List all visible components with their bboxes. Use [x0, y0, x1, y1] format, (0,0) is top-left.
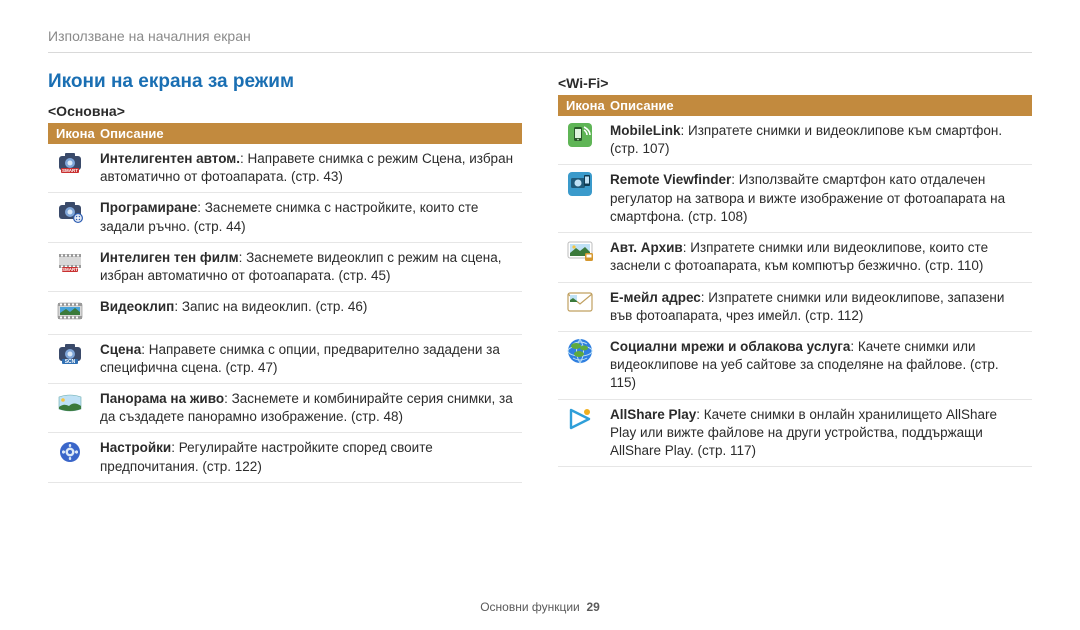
desc-cell: Интелиген тен филм: Заснемете видеоклип …: [92, 242, 522, 291]
icon-cell: [558, 331, 602, 399]
svg-text:SMART: SMART: [62, 168, 78, 173]
icon-cell: SMART: [48, 242, 92, 291]
desc-bold: Програмиране: [100, 200, 197, 215]
content-columns: Икони на екрана за режим <Основна> Икона…: [48, 71, 1032, 483]
table-row: Настройки: Регулирайте настройките споре…: [48, 433, 522, 482]
svg-text:SMART: SMART: [62, 267, 78, 272]
subtitle-wifi: <Wi-Fi>: [558, 75, 1032, 91]
desc-bold: Панорама на живо: [100, 391, 224, 406]
th-icon: Икона: [48, 123, 92, 144]
subtitle-basic: <Основна>: [48, 103, 522, 119]
desc-bold: Remote Viewfinder: [610, 172, 731, 187]
desc-bold: AllShare Play: [610, 407, 696, 422]
section-title: Икони на екрана за режим: [48, 71, 522, 93]
icon-cell: [558, 116, 602, 165]
breadcrumb: Използване на началния екран: [48, 28, 1032, 44]
column-wifi: <Wi-Fi> Икона Описание MobileLink: Изпра…: [558, 71, 1032, 483]
desc-cell: Remote Viewfinder: Използвайте смартфон …: [602, 165, 1032, 233]
table-wifi: Икона Описание MobileLink: Изпратете сни…: [558, 95, 1032, 467]
icon-cell: [558, 282, 602, 331]
icon-cell: [48, 193, 92, 242]
svg-text:SCN: SCN: [65, 359, 76, 365]
desc-cell: Панорама на живо: Заснемете и комбинирай…: [92, 383, 522, 432]
footer-label: Основни функции: [480, 600, 580, 614]
email-icon: [567, 289, 593, 315]
settings-gear-icon: [57, 439, 83, 465]
desc-cell: Интелигентен автом.: Направете снимка с …: [92, 144, 522, 193]
icon-cell: [558, 399, 602, 467]
movie-icon: [57, 298, 83, 324]
desc-bold: Интелигентен автом.: [100, 151, 240, 166]
table-row: Програмиране: Заснемете снимка с настрой…: [48, 193, 522, 242]
desc-bold: MobileLink: [610, 123, 681, 138]
desc-bold: Настройки: [100, 440, 171, 455]
scene-icon: SCN: [57, 341, 83, 367]
table-row: Е-мейл адрес: Изпратете снимки или видео…: [558, 282, 1032, 331]
desc-cell: Настройки: Регулирайте настройките споре…: [92, 433, 522, 482]
tbody-wifi: MobileLink: Изпратете снимки и видеоклип…: [558, 116, 1032, 467]
icon-cell: SMART: [48, 144, 92, 193]
icon-cell: [48, 433, 92, 482]
desc-bold: Интелиген тен филм: [100, 250, 239, 265]
desc-cell: AllShare Play: Качете снимки в онлайн хр…: [602, 399, 1032, 467]
table-row: Панорама на живо: Заснемете и комбинирай…: [48, 383, 522, 432]
icon-cell: [48, 383, 92, 432]
icon-cell: [558, 233, 602, 282]
desc-cell: Социални мрежи и облакова услуга: Качете…: [602, 331, 1032, 399]
column-basic: Икони на екрана за режим <Основна> Икона…: [48, 71, 522, 483]
table-row: MobileLink: Изпратете снимки и видеоклип…: [558, 116, 1032, 165]
divider: [48, 52, 1032, 53]
smart-movie-icon: SMART: [57, 249, 83, 275]
page: Използване на началния екран Икони на ек…: [0, 0, 1080, 630]
social-cloud-icon: [567, 338, 593, 364]
desc-cell: Сцена: Направете снимка с опции, предвар…: [92, 334, 522, 383]
desc-bold: Авт. Архив: [610, 240, 683, 255]
desc-cell: Е-мейл адрес: Изпратете снимки или видео…: [602, 282, 1032, 331]
allshare-play-icon: [567, 406, 593, 432]
desc-cell: Видеоклип: Запис на видеоклип. (стр. 46): [92, 292, 522, 334]
desc-cell: Програмиране: Заснемете снимка с настрой…: [92, 193, 522, 242]
table-row: SCN Сцена: Направете снимка с опции, пред…: [48, 334, 522, 383]
program-icon: [57, 199, 83, 225]
desc-cell: Авт. Архив: Изпратете снимки или видеокл…: [602, 233, 1032, 282]
remote-viewfinder-icon: [567, 171, 593, 197]
table-basic: Икона Описание SMART Интелигентен автом.:…: [48, 123, 522, 483]
table-row: Социални мрежи и облакова услуга: Качете…: [558, 331, 1032, 399]
page-number: 29: [586, 600, 599, 614]
desc-bold: Е-мейл адрес: [610, 290, 701, 305]
footer: Основни функции 29: [0, 600, 1080, 614]
table-row: Видеоклип: Запис на видеоклип. (стр. 46): [48, 292, 522, 334]
auto-backup-icon: [567, 239, 593, 265]
desc-cell: MobileLink: Изпратете снимки и видеоклип…: [602, 116, 1032, 165]
table-row: SMART Интелиген тен филм: Заснемете видео…: [48, 242, 522, 291]
icon-cell: [48, 292, 92, 334]
table-row: SMART Интелигентен автом.: Направете сним…: [48, 144, 522, 193]
desc-bold: Социални мрежи и облакова услуга: [610, 339, 850, 354]
icon-cell: [558, 165, 602, 233]
mobilelink-icon: [567, 122, 593, 148]
desc-rest: : Направете снимка с опции, предварителн…: [100, 342, 500, 375]
smart-auto-icon: SMART: [57, 150, 83, 176]
th-desc: Описание: [92, 123, 522, 144]
th-icon: Икона: [558, 95, 602, 116]
table-row: Remote Viewfinder: Използвайте смартфон …: [558, 165, 1032, 233]
live-panorama-icon: [57, 390, 83, 416]
desc-bold: Видеоклип: [100, 299, 174, 314]
th-desc: Описание: [602, 95, 1032, 116]
tbody-basic: SMARTИнтелигентен автом.: Направете сним…: [48, 144, 522, 482]
desc-bold: Сцена: [100, 342, 141, 357]
table-row: Авт. Архив: Изпратете снимки или видеокл…: [558, 233, 1032, 282]
icon-cell: SCN: [48, 334, 92, 383]
table-row: AllShare Play: Качете снимки в онлайн хр…: [558, 399, 1032, 467]
desc-rest: : Запис на видеоклип. (стр. 46): [174, 299, 367, 314]
